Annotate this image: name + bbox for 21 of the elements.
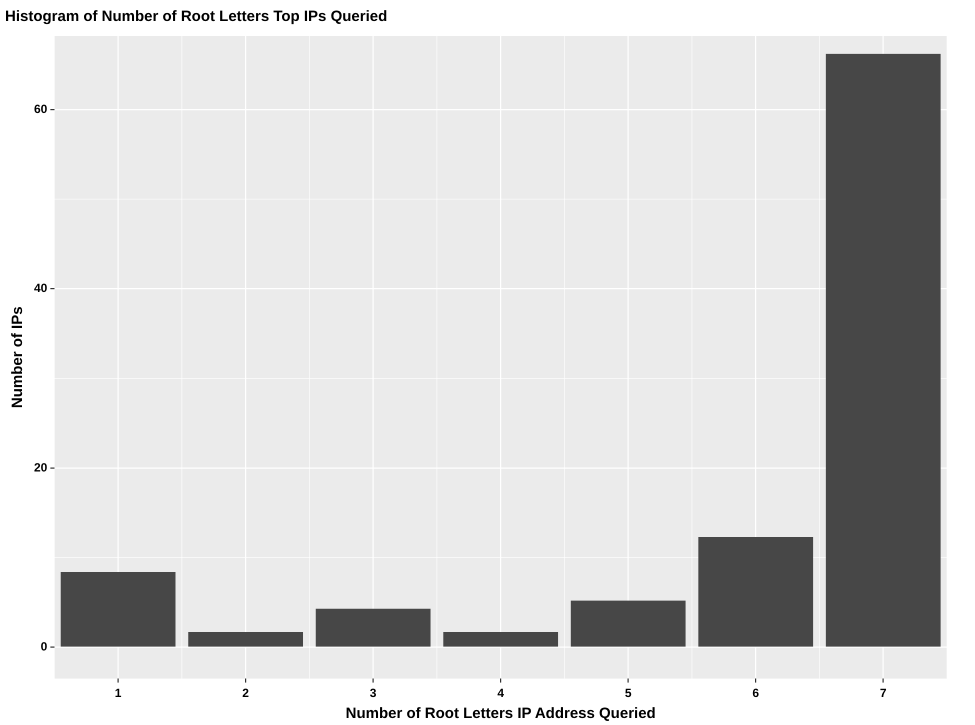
x-tick-label: 2 [242,686,250,700]
bar [60,572,176,647]
x-tick-label: 4 [497,686,504,700]
bar [188,632,304,647]
bar [443,632,558,647]
bar [316,608,431,647]
x-axis-title: Number of Root Letters IP Address Queried [346,705,656,722]
y-tick-label: 60 [34,102,48,116]
bar [698,536,814,647]
x-tick-label: 5 [624,686,632,700]
chart-title: Histogram of Number of Root Letters Top IPs Queried [5,8,388,26]
bar [570,600,686,647]
y-tick-label: 20 [34,460,48,474]
bar [826,54,941,647]
x-tick-label: 3 [370,686,377,700]
y-axis-title: Number of IPs [9,306,26,408]
y-tick-label: 40 [34,281,48,296]
x-tick-label: 7 [880,686,887,700]
x-tick-label: 6 [752,686,760,700]
y-tick-label: 0 [40,640,48,654]
x-tick-label: 1 [114,686,122,700]
